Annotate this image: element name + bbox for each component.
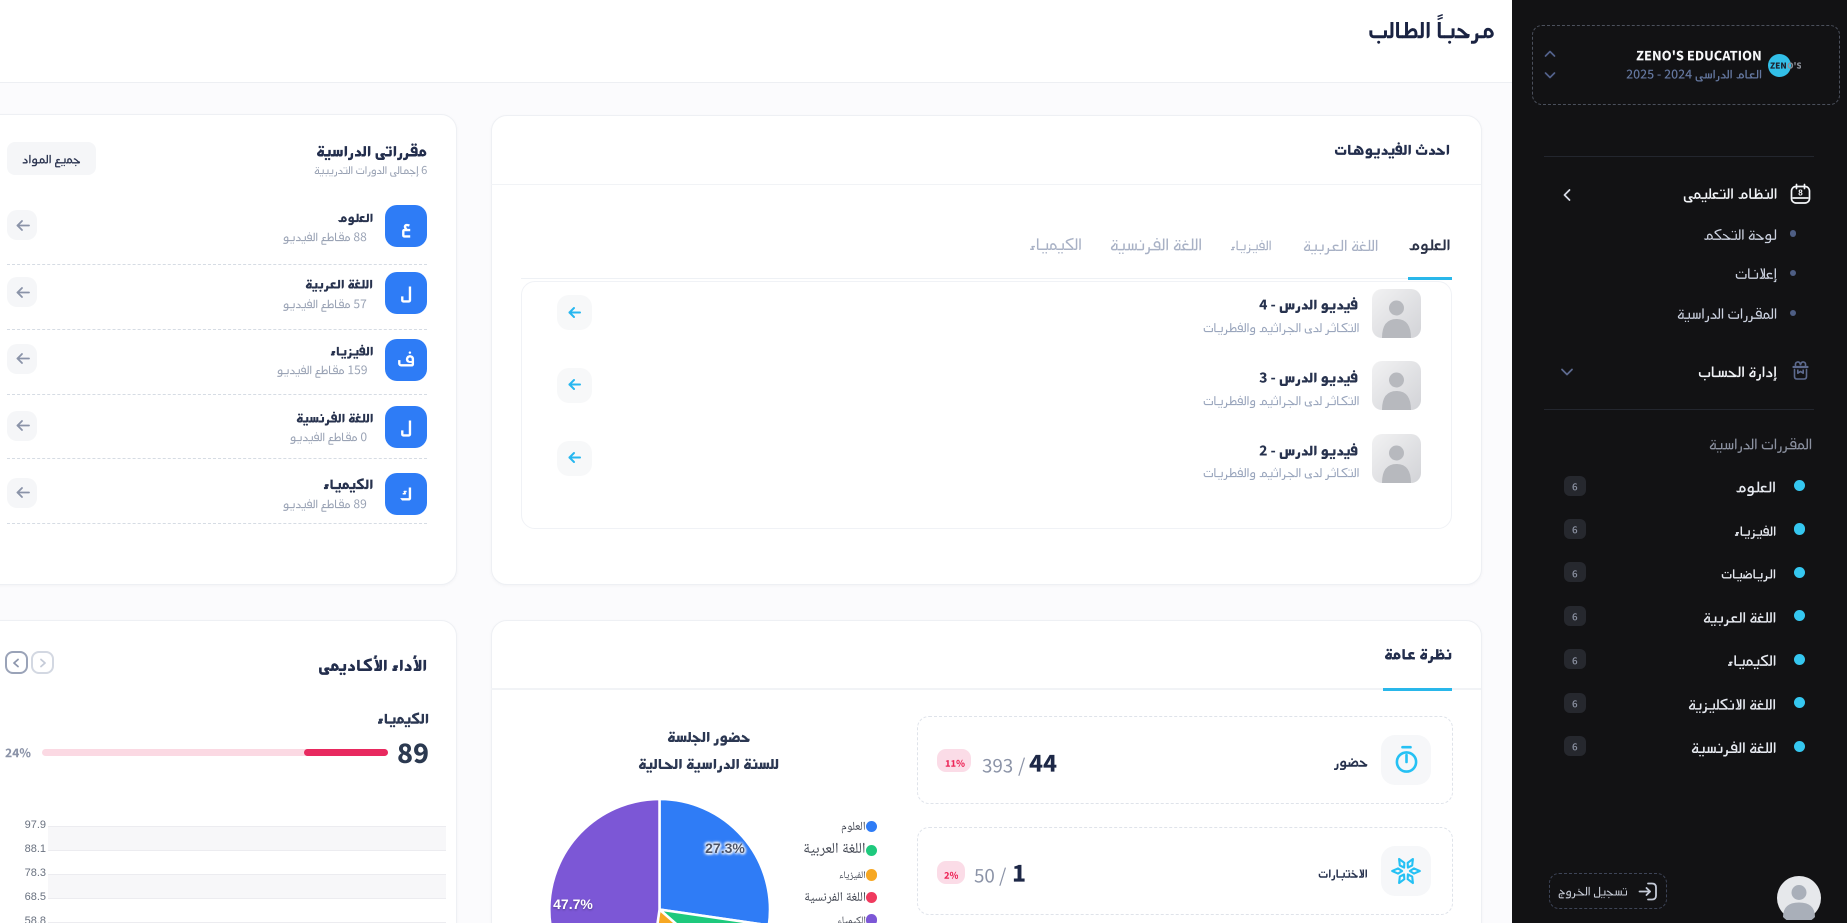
svg-text:8: 8 bbox=[1798, 189, 1803, 198]
